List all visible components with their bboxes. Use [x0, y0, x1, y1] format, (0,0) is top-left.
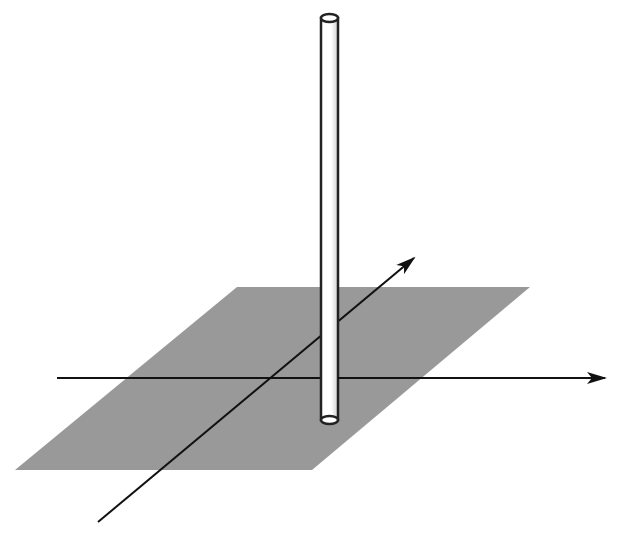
rod-top-end: [319, 12, 340, 24]
vertical-rod: [319, 12, 340, 426]
rod-body: [319, 16, 340, 422]
rod-bottom-end: [319, 414, 340, 426]
depth-axis-line: [97, 256, 416, 523]
